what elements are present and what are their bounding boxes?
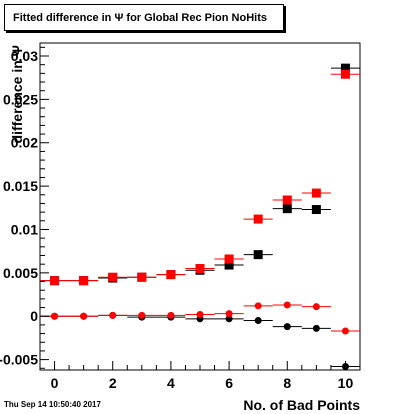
series-marker-group [50,63,350,371]
title-box: Fitted difference in Ψ for Global Rec Pi… [4,4,284,31]
datestamp: Thu Sep 14 10:50:40 2017 [4,400,101,409]
series-0-square-marker [282,204,292,214]
x-tick-label: 8 [283,375,291,391]
y-tick-label: 0.005 [3,265,38,281]
series-3-circle-marker [283,301,291,309]
series-1-square-marker [340,69,350,79]
series-1-square-marker [137,272,147,282]
series-1-square-marker [166,270,176,280]
y-tick-label: 0.01 [11,221,38,237]
series-3-circle-marker [109,311,117,319]
y-tick-label: 0.025 [3,91,38,107]
series-3-circle-marker [196,310,204,318]
series-2-circle-marker [312,324,320,332]
series-3-circle-marker [51,312,59,320]
x-tick-label: 4 [167,375,175,391]
series-1-square-marker [50,276,60,286]
series-0-square-marker [311,205,321,215]
x-tick-label: 0 [51,375,59,391]
series-3-circle-marker [312,303,320,311]
series-0-square-marker [340,63,350,73]
series-1-square-marker [311,188,321,198]
x-tick-label: 2 [109,375,117,391]
chart-title: Fitted difference in Ψ for Global Rec Pi… [13,12,267,24]
y-tick-label: 0.02 [11,135,38,151]
y-tick-label: 0.03 [11,48,38,64]
series-3-circle-marker [225,310,233,318]
series-0-square-marker [253,250,263,260]
y-axis-label: difference in Ψ [9,45,25,143]
x-tick-label: 6 [225,375,233,391]
series-1-square-marker [224,254,234,264]
y-tick-label: -0.005 [0,352,38,368]
y-tick-label: 0.015 [3,178,38,194]
series-3-circle-marker [138,311,146,319]
series-3-circle-marker [254,302,262,310]
axis-group: 0 2 4 6 8 10 -0.005 0 0.005 0.01 0.015 0.02 0.025 0.0… [0,45,360,413]
x-axis-label: No. of Bad Points [243,397,360,413]
series-1-square-marker [195,264,205,274]
series-3-circle-marker [341,327,349,335]
series-1-square-marker [79,276,89,286]
series-2-circle-marker [225,315,233,323]
series-1-square-marker [253,214,263,224]
series-3-circle-marker [167,311,175,319]
series-3-circle-marker [80,312,88,320]
x-tick-label: 10 [338,375,354,391]
y-tick-label: 0 [30,308,38,324]
series-1-square-marker [108,272,118,282]
series-2-circle-marker [283,323,291,331]
series-2-circle-marker [254,317,262,325]
series-1-square-marker [282,195,292,205]
series-0-square-marker [224,260,234,270]
